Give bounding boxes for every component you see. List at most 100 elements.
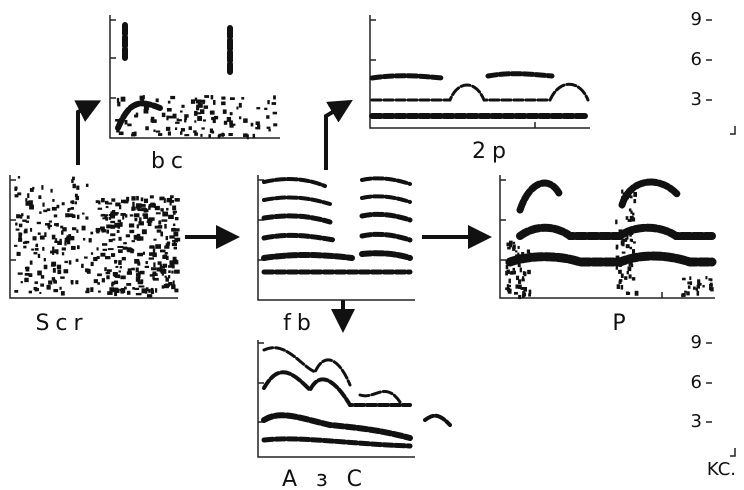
speckle-dot xyxy=(91,252,93,254)
speckle-dot xyxy=(160,266,165,269)
speckle-dot xyxy=(164,276,166,278)
speckle-dot xyxy=(68,236,73,238)
speckle-dot xyxy=(102,217,108,219)
speckle-dot xyxy=(117,102,120,107)
speckle-dot xyxy=(138,271,141,274)
speckle-dot xyxy=(23,246,26,249)
speckle-dot xyxy=(103,249,107,251)
speckle-dot xyxy=(44,265,48,269)
speckle-dot xyxy=(96,228,101,232)
band xyxy=(264,439,410,446)
speckle-dot xyxy=(211,95,214,99)
speckle-dot xyxy=(62,227,66,231)
speckle-dot xyxy=(18,176,20,178)
speckle-dot xyxy=(511,259,514,261)
speckle-dot xyxy=(124,201,129,204)
speckle-dot xyxy=(175,217,179,220)
speckle-dot xyxy=(239,116,241,119)
unit-label: KC. xyxy=(707,459,736,480)
speckle-dot xyxy=(86,269,90,273)
speckle-dot xyxy=(111,216,115,218)
speckle-dot xyxy=(112,210,115,213)
speckle-dot xyxy=(194,132,198,135)
speckle-dot xyxy=(73,184,76,188)
speckle-dot xyxy=(622,239,625,243)
band xyxy=(264,196,410,204)
speckle-dot xyxy=(38,232,41,234)
speckle-dot xyxy=(625,196,628,200)
speckle-dot xyxy=(138,281,143,284)
speckle-dot xyxy=(170,200,174,203)
speckle-dot xyxy=(112,213,117,216)
speckle-dot xyxy=(54,214,57,217)
speckle-dot xyxy=(57,265,61,270)
speckle-dot xyxy=(116,127,119,129)
speckle-dot xyxy=(627,271,629,274)
speckle-dot xyxy=(175,127,177,130)
speckle-dot xyxy=(75,194,78,197)
speckle-dot xyxy=(633,192,637,197)
speckle-dot xyxy=(122,257,126,260)
speckle-dot xyxy=(155,288,157,292)
speckle-dot xyxy=(134,218,137,221)
speckle-dot xyxy=(150,274,155,276)
speckle-dot xyxy=(619,279,622,282)
speckle-dot xyxy=(118,220,121,223)
speckle-dot xyxy=(27,215,30,218)
speckle-dot xyxy=(14,290,18,293)
speckle-dot xyxy=(509,279,511,284)
band xyxy=(372,84,588,100)
speckle-dot xyxy=(53,268,56,273)
speckle-dot xyxy=(115,119,119,122)
speckle-dot xyxy=(630,195,632,198)
speckle-dot xyxy=(167,108,172,112)
speckle-dot xyxy=(118,237,121,241)
speckle-dot xyxy=(120,289,123,291)
speckle-dot xyxy=(172,243,177,246)
speckle-dot xyxy=(151,290,154,294)
speckle-dot xyxy=(98,200,100,204)
speckle-dot xyxy=(528,293,531,296)
speckle-dot xyxy=(171,271,173,274)
speckle-dot xyxy=(130,214,134,216)
speckle-dot xyxy=(166,127,170,131)
speckle-dot xyxy=(137,224,139,228)
speckle-dot xyxy=(100,253,105,257)
speckle-dot xyxy=(143,252,145,255)
speckle-dot xyxy=(40,284,44,287)
speckle-dot xyxy=(75,201,77,204)
speckle-dot xyxy=(174,247,177,250)
panel-label: Scr xyxy=(35,311,88,336)
speckle-dot xyxy=(55,249,59,251)
speckle-dot xyxy=(267,127,271,129)
speckle-dot xyxy=(615,220,617,225)
speckle-dot xyxy=(30,260,33,264)
speckle-dot xyxy=(513,242,515,244)
speckle-dot xyxy=(162,212,168,217)
speckle-dot xyxy=(621,274,624,278)
speckle-dot xyxy=(170,195,174,198)
speckle-dot xyxy=(514,271,516,275)
speckle-dot xyxy=(173,211,177,214)
speckle-dot xyxy=(22,220,26,222)
speckle-dot xyxy=(625,259,628,262)
speckle-dot xyxy=(158,261,162,265)
band xyxy=(264,253,410,258)
speckle-dot xyxy=(629,262,631,266)
speckle-dot xyxy=(221,96,225,99)
speckle-dot xyxy=(127,248,132,253)
speckle-dot xyxy=(72,227,76,230)
speckle-dot xyxy=(626,292,629,296)
speckle-dot xyxy=(218,135,220,139)
speckle-dot xyxy=(51,264,55,266)
speckle-dot xyxy=(527,270,531,274)
speckle-dot xyxy=(522,293,526,297)
speckle-dot xyxy=(121,97,126,102)
speckle-dot xyxy=(132,202,134,207)
speckle-dot xyxy=(171,284,175,289)
speckle-dot xyxy=(151,119,153,123)
speckle-dot xyxy=(622,205,625,207)
speckle-dot xyxy=(145,266,149,268)
speckle-dot xyxy=(512,268,515,271)
speckle-dot xyxy=(195,98,197,101)
